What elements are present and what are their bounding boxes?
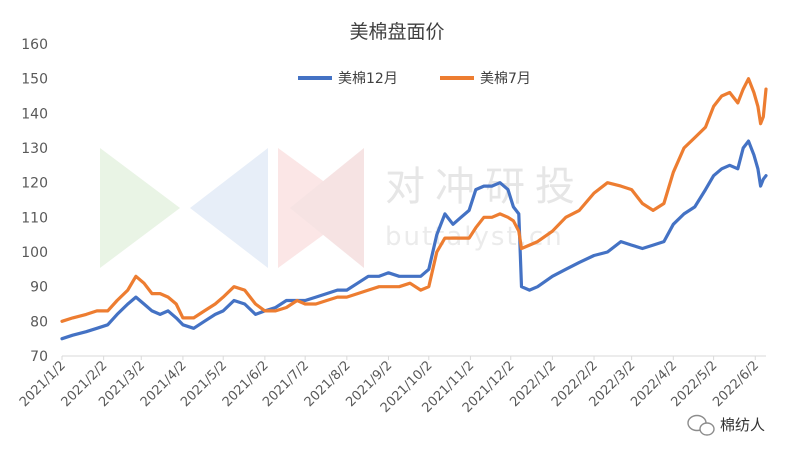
y-tick-label: 150 — [21, 72, 48, 88]
y-tick-label: 80 — [30, 314, 48, 330]
y-tick-label: 140 — [21, 106, 48, 122]
legend-label: 美棉7月 — [480, 70, 531, 87]
chart-title: 美棉盘面价 — [349, 21, 444, 43]
y-tick-label: 120 — [21, 176, 48, 192]
y-tick-label: 90 — [30, 280, 48, 296]
watermark-triangle — [100, 148, 180, 268]
y-tick-label: 70 — [30, 349, 48, 365]
y-tick-label: 110 — [21, 210, 48, 226]
watermark-triangle — [190, 148, 268, 268]
series-line — [60, 139, 768, 341]
x-axis: 2021/1/22021/2/22021/3/22021/4/22021/5/2… — [17, 355, 766, 416]
series-lines — [60, 77, 768, 341]
brand-name: 棉纺人 — [720, 416, 765, 434]
y-axis: 70 80 90 100 110 120 130 140 150 160 — [21, 37, 48, 365]
legend-label: 美棉12月 — [338, 70, 398, 87]
y-tick-label: 160 — [21, 37, 48, 53]
legend: 美棉12月 美棉7月 — [298, 70, 531, 87]
series-line — [60, 77, 768, 323]
x-tick-label: 2022/6/2 — [710, 358, 762, 410]
y-tick-label: 130 — [21, 141, 48, 157]
watermark-triangle — [290, 148, 364, 268]
wechat-icon — [687, 414, 715, 436]
brand-mark: 棉纺人 — [687, 414, 765, 436]
y-tick-label: 100 — [21, 245, 48, 261]
watermark-subtext: buttalyst.cn — [385, 222, 564, 252]
